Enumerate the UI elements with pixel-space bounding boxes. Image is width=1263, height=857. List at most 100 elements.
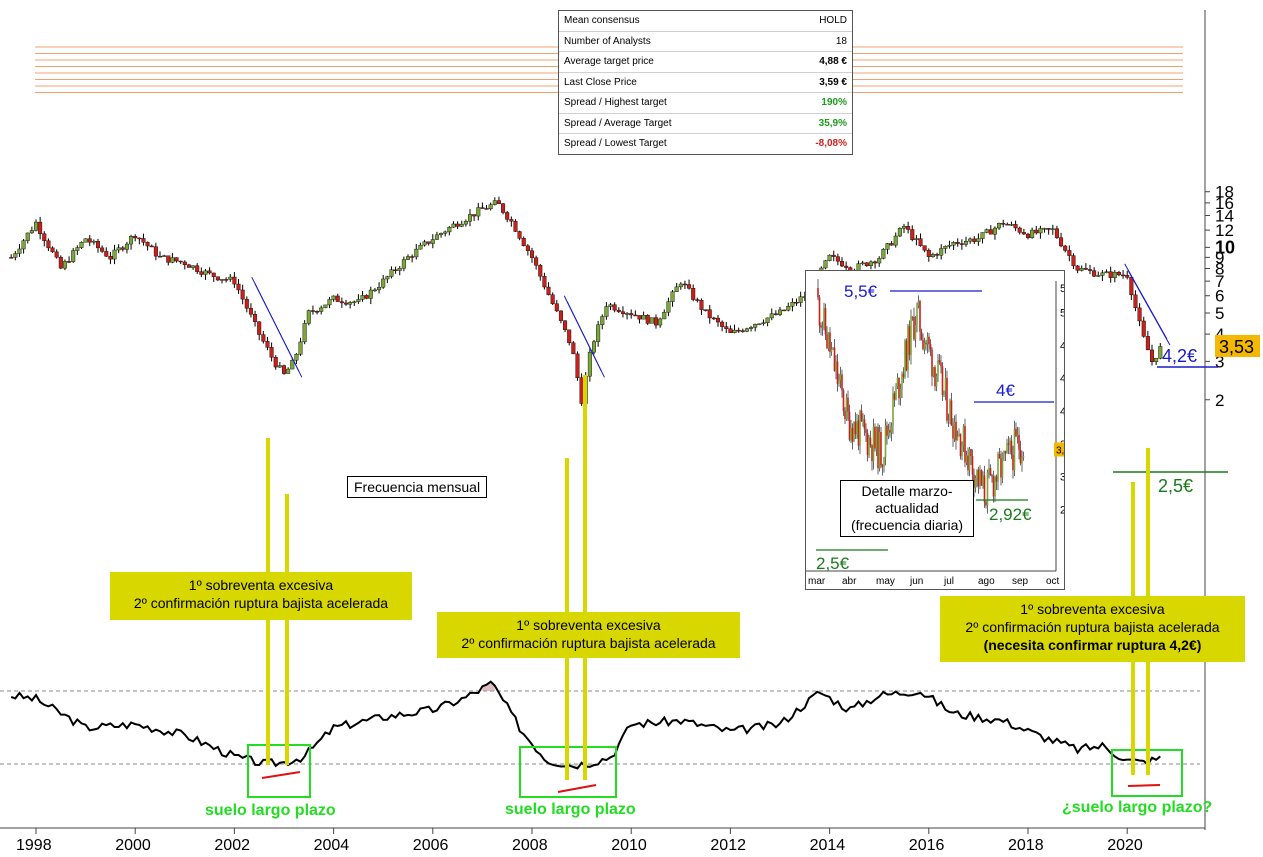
inset-candle-down (877, 426, 879, 469)
inset-candle-down (938, 360, 941, 363)
consensus-row: Last Close Price 3,59 € (559, 73, 852, 93)
candle-down (38, 221, 43, 234)
candle-down (104, 251, 109, 257)
inset-candle-down (931, 349, 933, 377)
inset-candle-down (992, 476, 995, 497)
candle-up (25, 232, 30, 241)
consensus-value: 3,59 € (819, 76, 847, 88)
inset-candle-up (901, 373, 903, 389)
candle-down (1054, 228, 1059, 238)
candle-down (67, 261, 72, 263)
candle-down (831, 254, 836, 257)
candle-down (1001, 223, 1006, 225)
candle-up (596, 324, 601, 342)
candle-down (58, 257, 63, 269)
candle-down (496, 200, 501, 204)
candle-up (294, 353, 299, 361)
candle-down (95, 241, 100, 249)
inset-candle-down (847, 397, 849, 412)
inset-candle-up (1016, 434, 1019, 437)
candle-down (935, 254, 940, 256)
candle-up (976, 238, 981, 242)
candle-down (269, 347, 274, 358)
inset-candle-up (926, 336, 929, 345)
inset-candle-up (961, 445, 963, 457)
inset-candle-down (950, 400, 953, 426)
consensus-label: Spread / Lowest Target (564, 138, 667, 149)
inset-level-292-label: 2,92€ (989, 505, 1032, 524)
consensus-label: Mean consensus (564, 15, 640, 26)
candle-down (773, 313, 778, 315)
candle-up (381, 278, 386, 288)
candle-down (1087, 269, 1092, 271)
inset-candle-up (923, 342, 926, 350)
candle-up (608, 304, 613, 307)
candle-up (170, 257, 175, 263)
inset-candle-up (910, 316, 912, 355)
candle-up (34, 221, 39, 231)
frequency-label: Frecuencia mensual (347, 476, 488, 498)
annotation-3-line-1: 1º sobreventa excesiva (1020, 601, 1165, 617)
candle-up (1009, 224, 1014, 226)
inset-candle-down (941, 366, 944, 396)
divergence-line (1127, 784, 1161, 787)
candle-up (298, 341, 303, 355)
candle-up (434, 234, 439, 240)
candle-down (310, 310, 315, 312)
candle-down (472, 214, 477, 217)
inset-candle-down (833, 347, 836, 371)
x-tick-label: 2008 (512, 837, 548, 854)
candle-up (761, 322, 766, 324)
inset-x-tick-label: may (876, 576, 895, 587)
candle-up (356, 299, 361, 302)
annotation-box-2: 1º sobreventa excesiva 2º confirmación r… (437, 612, 740, 658)
consensus-row: Spread / Average Target 35,9% (559, 114, 852, 134)
candle-up (286, 368, 291, 374)
inset-title: Detalle marzo-actualidad (frecuencia dia… (850, 483, 964, 533)
candle-up (124, 243, 129, 250)
candle-down (691, 288, 696, 300)
y-tick-label: 18 (1215, 183, 1234, 202)
inset-candle-down (874, 426, 876, 449)
inset-candle-down (995, 476, 998, 482)
candle-up (488, 204, 493, 209)
candle-up (992, 227, 997, 235)
candle-down (972, 238, 977, 242)
inset-y-tick-label: 3,2 (1060, 472, 1064, 484)
inset-candle-down (844, 410, 846, 420)
candle-down (558, 310, 563, 321)
inset-candle-down (970, 448, 972, 457)
candle-down (1013, 224, 1018, 229)
consensus-row: Spread / Highest target 190% (559, 93, 852, 114)
candle-up (368, 289, 373, 299)
candle-up (422, 241, 427, 246)
candle-down (1141, 320, 1146, 337)
candle-down (546, 286, 551, 295)
candle-down (1149, 349, 1154, 362)
y-tick-label: 2 (1215, 391, 1224, 410)
floor-label-1: suelo largo plazo (205, 802, 336, 819)
inset-candle-up (1013, 428, 1016, 471)
candle-up (459, 223, 464, 227)
inset-candle-up (1001, 453, 1004, 478)
candle-up (162, 255, 167, 257)
inset-candle-up (868, 437, 870, 456)
candle-down (480, 207, 485, 209)
candle-up (798, 296, 803, 303)
candle-down (707, 309, 712, 319)
inset-candle-down (817, 288, 819, 298)
y-tick-label: 7 (1215, 272, 1224, 291)
candle-up (1100, 272, 1105, 276)
inset-candle-up (976, 469, 978, 478)
candle-down (211, 272, 216, 277)
consensus-row: Spread / Lowest Target -8,08% (559, 134, 852, 154)
candle-down (955, 242, 960, 244)
candle-down (253, 314, 258, 322)
candle-up (397, 267, 402, 271)
candle-down (224, 279, 229, 281)
inset-candle-up (839, 374, 842, 381)
inset-candle-down (952, 425, 954, 439)
candle-up (319, 307, 324, 312)
inset-candle-up (1021, 457, 1023, 464)
inset-candle-up (958, 433, 960, 437)
